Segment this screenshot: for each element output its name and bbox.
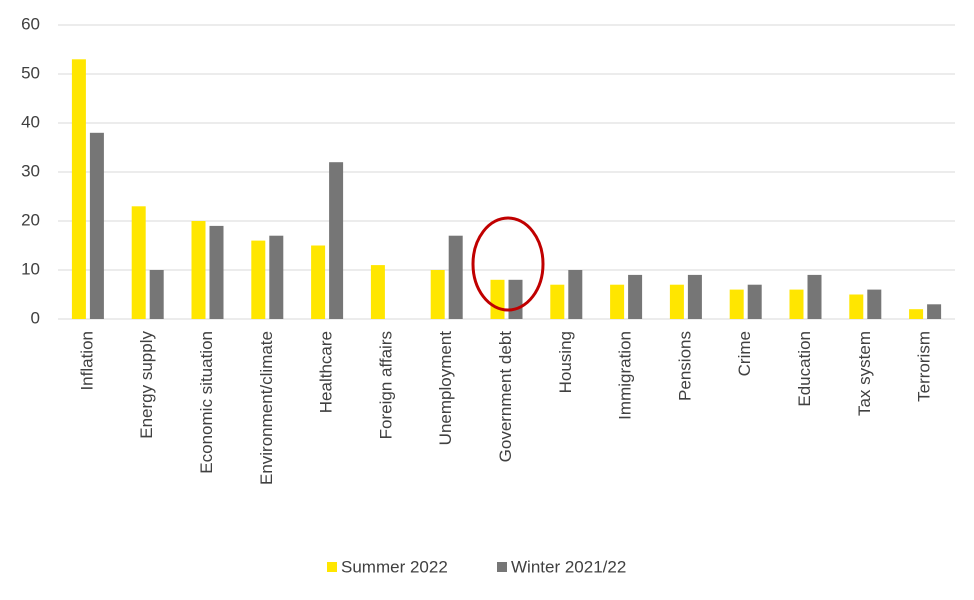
y-tick-label: 60	[21, 14, 40, 33]
bar	[669, 284, 684, 319]
bar	[370, 265, 385, 319]
bar	[329, 162, 344, 319]
bar	[71, 59, 86, 320]
bar	[568, 270, 583, 319]
bar	[311, 245, 326, 319]
legend-swatch	[327, 562, 337, 572]
bar	[747, 284, 762, 319]
bar	[807, 274, 822, 319]
x-tick-label: Foreign affairs	[376, 331, 395, 439]
y-tick-label: 30	[21, 161, 40, 180]
bar	[508, 279, 523, 319]
x-tick-label: Housing	[556, 331, 575, 393]
y-tick-label: 40	[21, 112, 40, 131]
bar	[251, 240, 266, 319]
y-tick-label: 10	[21, 259, 40, 278]
x-tick-label: Environment/climate	[257, 331, 276, 485]
legend-swatch	[497, 562, 507, 572]
bar	[729, 289, 744, 319]
x-tick-label: Crime	[735, 331, 754, 376]
highlight-circle	[471, 216, 545, 312]
bar	[610, 284, 625, 319]
bar	[909, 309, 924, 319]
bar	[687, 274, 702, 319]
y-tick-label: 0	[31, 308, 40, 327]
y-tick-label: 50	[21, 63, 40, 82]
bar	[490, 279, 505, 319]
x-tick-label: Healthcare	[317, 331, 336, 413]
x-tick-label: Inflation	[77, 331, 96, 391]
bar	[628, 274, 643, 319]
bar	[849, 294, 864, 319]
bar	[149, 270, 164, 319]
x-tick-label: Terrorism	[915, 331, 934, 402]
legend-label: Winter 2021/22	[511, 557, 626, 576]
x-tick-label: Education	[795, 331, 814, 407]
bar	[789, 289, 804, 319]
x-tick-label: Energy supply	[137, 331, 156, 439]
y-tick-label: 20	[21, 210, 40, 229]
bar	[131, 206, 146, 319]
x-tick-label: Unemployment	[436, 331, 455, 446]
x-tick-label: Tax system	[855, 331, 874, 416]
bar	[867, 289, 882, 319]
bar	[550, 284, 565, 319]
x-tick-label: Economic situation	[197, 331, 216, 474]
legend-label: Summer 2022	[341, 557, 448, 576]
x-tick-label: Pensions	[675, 331, 694, 401]
x-tick-label: Immigration	[616, 331, 635, 420]
bar	[927, 304, 942, 319]
bar	[209, 225, 224, 319]
bar	[191, 221, 206, 319]
bar	[430, 270, 445, 319]
bar	[448, 235, 463, 319]
bar	[89, 132, 104, 319]
x-tick-label: Government debt	[496, 331, 515, 463]
bar	[269, 235, 284, 319]
